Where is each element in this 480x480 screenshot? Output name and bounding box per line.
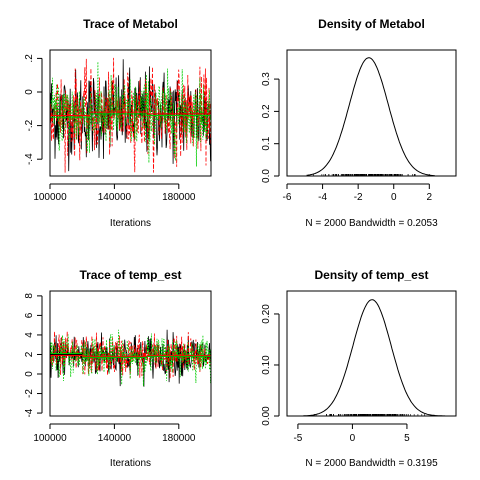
- plot-data: [50, 57, 211, 173]
- y-tick-label: -2: [24, 389, 35, 398]
- chart-title: Density of temp_est: [314, 268, 428, 282]
- y-tick-label: .2: [24, 54, 35, 63]
- plot-frame: [49, 49, 212, 177]
- plot-frame: [286, 49, 457, 177]
- x-axis-label: Iterations: [110, 458, 151, 469]
- rug: [313, 414, 425, 416]
- panel-4: Density of temp_est -5 0 5 N = 2000 Bandwidt…: [261, 268, 457, 469]
- density-curve: [303, 299, 446, 416]
- x-tick-label: 180000: [162, 192, 196, 203]
- x-tick-label: -5: [293, 433, 302, 444]
- x-tick-label: -4: [318, 192, 327, 203]
- panel-3: Trace of temp_est 100000 140000 180000 Itera…: [24, 268, 212, 469]
- x-tick-label: -2: [354, 192, 363, 203]
- panel-1: Trace of Metabol 100000 140000 180000 Iterat…: [24, 17, 212, 229]
- y-tick-label: 0.0: [261, 169, 272, 183]
- x-tick-label: 0: [350, 433, 356, 444]
- plot-data: [287, 57, 456, 176]
- chart-title: Trace of Metabol: [83, 17, 178, 31]
- y-tick-label: 0.20: [261, 304, 272, 324]
- rug: [313, 174, 430, 176]
- x-axis-label: N = 2000 Bandwidth = 0.3195: [305, 458, 438, 469]
- y-tick-label: 0.2: [261, 104, 272, 118]
- y-tick-label: 6: [24, 312, 35, 318]
- x-axis-label: N = 2000 Bandwidth = 0.2053: [305, 218, 438, 229]
- trace-series-3: [50, 61, 211, 167]
- x-tick-label: 140000: [98, 433, 132, 444]
- x-tick-label: -6: [283, 192, 292, 203]
- plot-frame: [286, 290, 457, 417]
- x-axis-label: Iterations: [110, 218, 151, 229]
- plot-data: [50, 329, 211, 387]
- trace-series-2: [50, 57, 211, 173]
- x-tick-label: 0: [391, 192, 397, 203]
- y-tick-label: 2: [24, 351, 35, 357]
- density-curve: [306, 57, 435, 176]
- y-tick-label: 4: [24, 332, 35, 338]
- y-tick-label: 0: [24, 89, 35, 95]
- plot-frame: [49, 290, 212, 417]
- y-tick-label: 0.1: [261, 136, 272, 150]
- chart-title: Trace of temp_est: [79, 268, 181, 282]
- y-tick-label: -.2: [24, 119, 35, 131]
- x-tick-label: 140000: [98, 192, 132, 203]
- y-tick-label: 8: [24, 293, 35, 299]
- plot-data: [287, 299, 456, 416]
- panel-2: Density of Metabol -6 -4 -2 0 2 N = 2000 Bandw…: [261, 17, 457, 229]
- x-tick-label: 180000: [162, 433, 196, 444]
- chart-title: Density of Metabol: [318, 17, 425, 31]
- x-tick-label: 5: [404, 433, 410, 444]
- x-tick-label: 100000: [33, 433, 67, 444]
- y-tick-label: -.4: [24, 153, 35, 165]
- y-tick-label: 0: [24, 371, 35, 377]
- x-tick-label: 100000: [33, 192, 67, 203]
- x-tick-label: 2: [427, 192, 433, 203]
- trace-series-3: [50, 329, 211, 387]
- y-tick-label: -4: [24, 408, 35, 417]
- y-tick-label: 0.00: [261, 406, 272, 426]
- y-tick-label: 0.3: [261, 72, 272, 86]
- y-tick-label: 0.10: [261, 355, 272, 375]
